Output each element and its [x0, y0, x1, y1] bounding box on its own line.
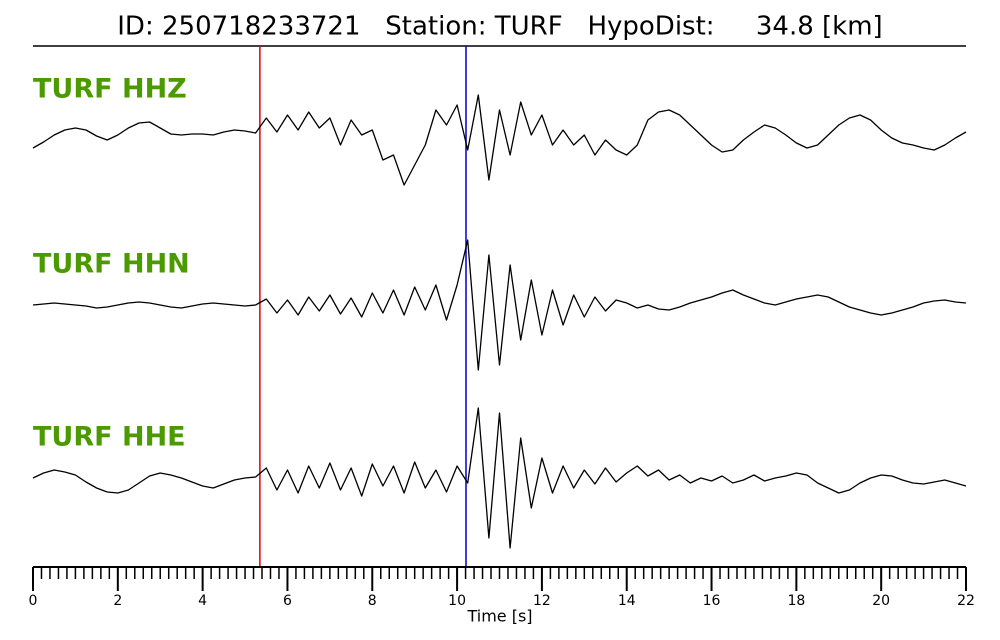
- x-tick-label: 4: [198, 593, 207, 609]
- x-tick-label: 12: [533, 593, 551, 609]
- channel-label: TURF HHE: [33, 422, 186, 453]
- x-tick-label: 18: [787, 593, 805, 609]
- x-axis-label: Time [s]: [466, 607, 532, 626]
- x-tick-label: 16: [703, 593, 721, 609]
- x-tick-label: 10: [448, 593, 466, 609]
- waveform: [32, 94, 967, 186]
- x-tick-label: 20: [872, 593, 890, 609]
- channel-label: TURF HHZ: [33, 74, 187, 105]
- channel-label: TURF HHN: [33, 249, 190, 280]
- x-tick-label: 6: [283, 593, 292, 609]
- waveform: [32, 407, 967, 549]
- x-tick-label: 2: [113, 593, 122, 609]
- chart-title: ID: 250718233721 Station: TURF HypoDist:…: [117, 12, 882, 42]
- waveform: [32, 239, 967, 371]
- x-tick-label: 14: [618, 593, 636, 609]
- x-tick-label: 0: [29, 593, 38, 609]
- x-tick-label: 8: [368, 593, 377, 609]
- x-tick-label: 22: [957, 593, 975, 609]
